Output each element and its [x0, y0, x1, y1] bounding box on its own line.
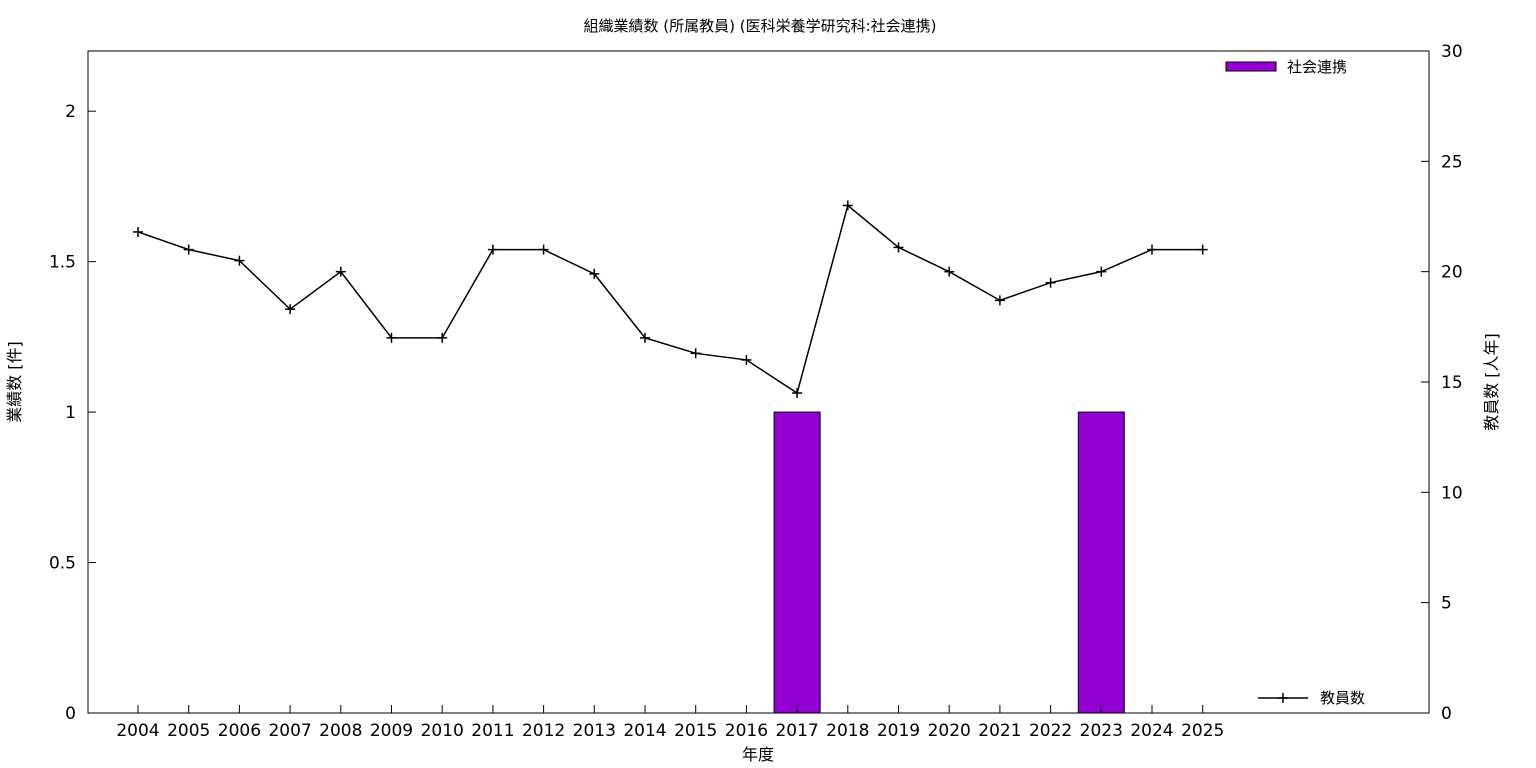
x-tick-label: 2022	[1029, 721, 1072, 741]
chart-title: 組織業績数 (所属教員) (医科栄養学研究科:社会連携)	[583, 17, 936, 35]
bar	[773, 411, 821, 714]
line-point	[792, 388, 803, 399]
x-tick-label: 2005	[167, 721, 210, 741]
y-tick-label: 1	[65, 403, 76, 423]
x-tick-label: 2012	[522, 721, 565, 741]
x-tick-label: 2015	[674, 721, 717, 741]
y-tick-label: 1.5	[49, 253, 76, 273]
legend-bar-swatch	[1225, 61, 1277, 72]
y2-tick-label: 0	[1441, 704, 1452, 724]
line-point	[690, 348, 701, 359]
y2-tick-label: 5	[1441, 594, 1452, 614]
legend-bar-series: 社会連携	[1225, 58, 1347, 76]
axes-layer: 2004 2005 2006 2007 2008 2009 2010 2011 2012 2013…	[49, 42, 1463, 741]
line-point	[1197, 244, 1208, 255]
x-tick-label: 2010	[421, 721, 464, 741]
y2-tick-label: 15	[1441, 373, 1463, 393]
legend-bar-label: 社会連携	[1287, 58, 1347, 76]
line-point	[589, 268, 600, 279]
x-tick-label: 2006	[218, 721, 261, 741]
line-point	[1096, 266, 1107, 277]
x-tick-label: 2016	[725, 721, 768, 741]
line-point	[1147, 244, 1157, 255]
line-series	[137, 204, 1203, 395]
line-point	[183, 244, 194, 255]
bars-layer	[773, 411, 1125, 714]
y2-tick-label: 25	[1441, 152, 1463, 172]
y-axis-title: 業績数 [件]	[5, 341, 24, 423]
x-tick-label: 2023	[1080, 721, 1123, 741]
x-tick-label: 2014	[623, 721, 666, 741]
x-tick-label: 2021	[978, 721, 1021, 741]
line-point	[487, 244, 498, 255]
line-point	[640, 332, 650, 343]
y2-tick-label: 10	[1441, 483, 1463, 503]
y2-axis-title: 教員数 [人年]	[1482, 333, 1501, 431]
plot-frame	[87, 50, 1430, 714]
line-layer	[133, 200, 1208, 399]
line-point	[741, 354, 752, 365]
line-point	[944, 266, 955, 277]
line-point	[285, 304, 296, 315]
y-tick-label: 2	[65, 102, 76, 122]
x-tick-label: 2025	[1181, 721, 1224, 741]
x-tick-label: 2009	[370, 721, 413, 741]
x-tick-label: 2017	[775, 721, 818, 741]
x-tick-label: 2007	[268, 721, 311, 741]
legend-line-label: 教員数	[1320, 689, 1365, 707]
x-tick-label: 2008	[319, 721, 362, 741]
x-tick-label: 2004	[116, 721, 159, 741]
x-axis-title: 年度	[742, 745, 774, 764]
bar	[1077, 411, 1125, 714]
x-tick-label: 2019	[877, 721, 920, 741]
x-tick-label: 2011	[471, 721, 514, 741]
line-point	[335, 266, 346, 277]
x-tick-label: 2013	[573, 721, 616, 741]
line-point	[994, 295, 1005, 306]
line-point	[893, 242, 904, 253]
x-tick-label: 2024	[1130, 721, 1173, 741]
x-tick-label: 2018	[826, 721, 869, 741]
y-tick-label: 0.5	[49, 554, 76, 574]
line-point	[386, 332, 397, 343]
y2-tick-label: 30	[1441, 42, 1463, 62]
line-point	[234, 255, 245, 266]
line-point	[133, 226, 143, 237]
line-point	[538, 244, 549, 255]
y-tick-label: 0	[65, 704, 76, 724]
line-point	[437, 332, 448, 343]
legend-line-series: 教員数	[1258, 689, 1365, 707]
x-tick-label: 2020	[928, 721, 971, 741]
y2-tick-label: 20	[1441, 263, 1463, 283]
line-point	[842, 200, 853, 211]
line-point	[1045, 277, 1056, 288]
